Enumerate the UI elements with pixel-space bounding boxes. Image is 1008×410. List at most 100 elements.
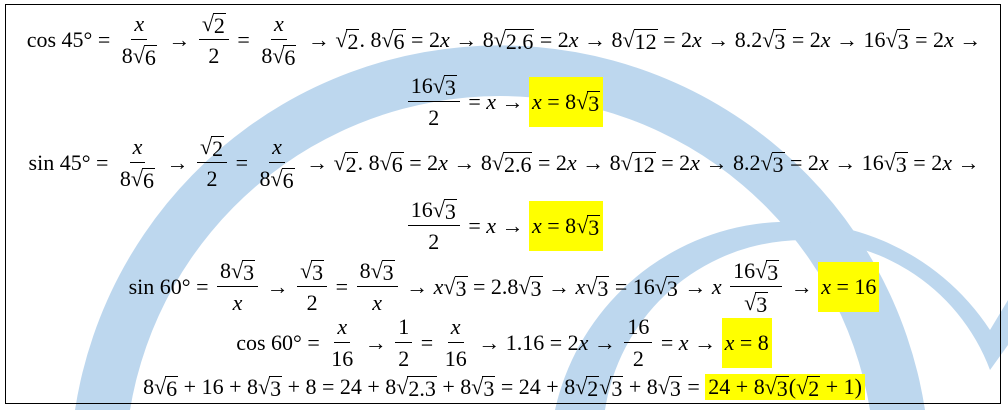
math-text: = 2x → 8 [534, 27, 623, 52]
denominator: 8 √ 6 [258, 40, 299, 69]
math-text: = 2x → [907, 150, 980, 175]
radicand: 3 [269, 375, 283, 401]
math-text: x [272, 134, 282, 160]
variable-x: x [273, 11, 284, 36]
numerator: x [447, 314, 464, 343]
radical-sign-icon: √ [585, 274, 598, 299]
math-text: → [359, 330, 393, 355]
square-root: √ 3 [760, 150, 785, 177]
radicand: 3 [665, 275, 679, 301]
radicand: 2 [807, 375, 821, 401]
math-text: 8 [359, 258, 371, 283]
square-root: √ 2 [200, 134, 225, 161]
math-text: x [133, 134, 143, 160]
radicand: 6 [165, 375, 179, 401]
radical-sign-icon: √ [154, 374, 167, 399]
math-text: + 8 = 24 + 8 [282, 374, 397, 399]
square-root: √ 3 [371, 258, 395, 284]
math-text: → [785, 274, 819, 299]
square-root: √ 2 [796, 374, 821, 401]
radicand: 2 [211, 135, 225, 161]
denominator: 16 [328, 343, 356, 372]
denominator: 2 [395, 343, 412, 372]
math-text: = 16 [609, 274, 655, 299]
math-text: 2 [632, 346, 644, 371]
radical-sign-icon: √ [231, 258, 244, 283]
fraction: x 16 [328, 314, 356, 372]
radicand: 12 [631, 151, 656, 177]
variable-x: x [372, 290, 382, 315]
radical-sign-icon: √ [764, 374, 777, 399]
radicand: 3 [242, 259, 256, 285]
math-text: x [451, 314, 461, 340]
numerator: 16 √ 3 [730, 258, 783, 287]
math-text: = [415, 330, 439, 355]
radical-sign-icon: √ [744, 290, 757, 315]
denominator: 2 [630, 343, 647, 372]
square-root: √ 3 [231, 258, 256, 285]
math-text: = [681, 374, 706, 399]
radicand: 3 [381, 259, 395, 285]
variable-x: x [678, 330, 689, 355]
radicand: 3 [896, 28, 910, 54]
math-text: x [134, 11, 144, 37]
radicand: 3 [482, 375, 496, 401]
square-root: √ 2 [335, 27, 360, 53]
math-text: → [261, 274, 295, 299]
math-text: 2 [208, 43, 220, 68]
fraction: x 8 √ 6 [117, 134, 158, 192]
numerator: x [131, 11, 148, 40]
numerator: 16 √ 3 [407, 73, 460, 102]
variable-x: x [532, 89, 542, 114]
math-text: = 2x → 16 [784, 150, 884, 175]
math-text: 8 [121, 43, 133, 68]
math-text: = 2x → 8 [405, 27, 494, 52]
square-root: √ 6 [133, 43, 157, 69]
square-root: √ 3 [658, 374, 682, 400]
math-text: x = 8 [532, 89, 577, 114]
numerator: 8 √ 3 [356, 258, 398, 287]
square-root: √ 3 [433, 197, 457, 223]
radical-sign-icon: √ [576, 213, 589, 238]
radical-sign-icon: √ [654, 274, 667, 299]
square-root: √ 12 [623, 27, 658, 53]
math-text: x [372, 290, 382, 316]
math-text: → [162, 27, 196, 52]
math-text: → [302, 27, 336, 52]
math-text: x [274, 11, 284, 37]
square-root: √ 3 [300, 258, 325, 285]
variable-x: x [818, 150, 829, 175]
math-text: 16 [331, 346, 354, 371]
denominator: 2 [304, 287, 321, 316]
variable-x: x [232, 290, 243, 315]
variable-x: x [132, 134, 143, 159]
square-root: √ 3 [258, 374, 283, 401]
radicand: 3 [443, 74, 457, 100]
math-text: ( [788, 374, 797, 399]
square-root: √ 6 [381, 27, 406, 54]
radical-sign-icon: √ [622, 27, 635, 52]
math-text: 16 [410, 73, 433, 98]
math-text: x = 16 [821, 274, 877, 299]
square-root: √ 3 [599, 374, 624, 400]
radicand: 3 [771, 151, 785, 177]
math-text: 16 [627, 314, 650, 339]
radical-sign-icon: √ [657, 374, 670, 399]
radicand: 3 [894, 151, 908, 177]
radicand: 3 [311, 259, 325, 285]
math-text: → 1.16 = 2x → [472, 330, 622, 355]
square-root: √ 3 [655, 274, 679, 300]
square-root: √ 2 [575, 374, 600, 400]
highlighted-answer: x = 8 √ 3 [529, 201, 604, 251]
variable-x: x [692, 27, 702, 52]
radicand: 3 [775, 375, 789, 401]
radicand: 6 [392, 28, 406, 54]
radical-sign-icon: √ [396, 374, 409, 399]
numerator: x [334, 314, 351, 343]
math-text: 16 [733, 258, 756, 283]
radicand: 2.6 [502, 151, 533, 177]
numerator: x [269, 134, 285, 163]
watermark-arc-large [75, 45, 925, 410]
radical-sign-icon: √ [885, 27, 898, 52]
